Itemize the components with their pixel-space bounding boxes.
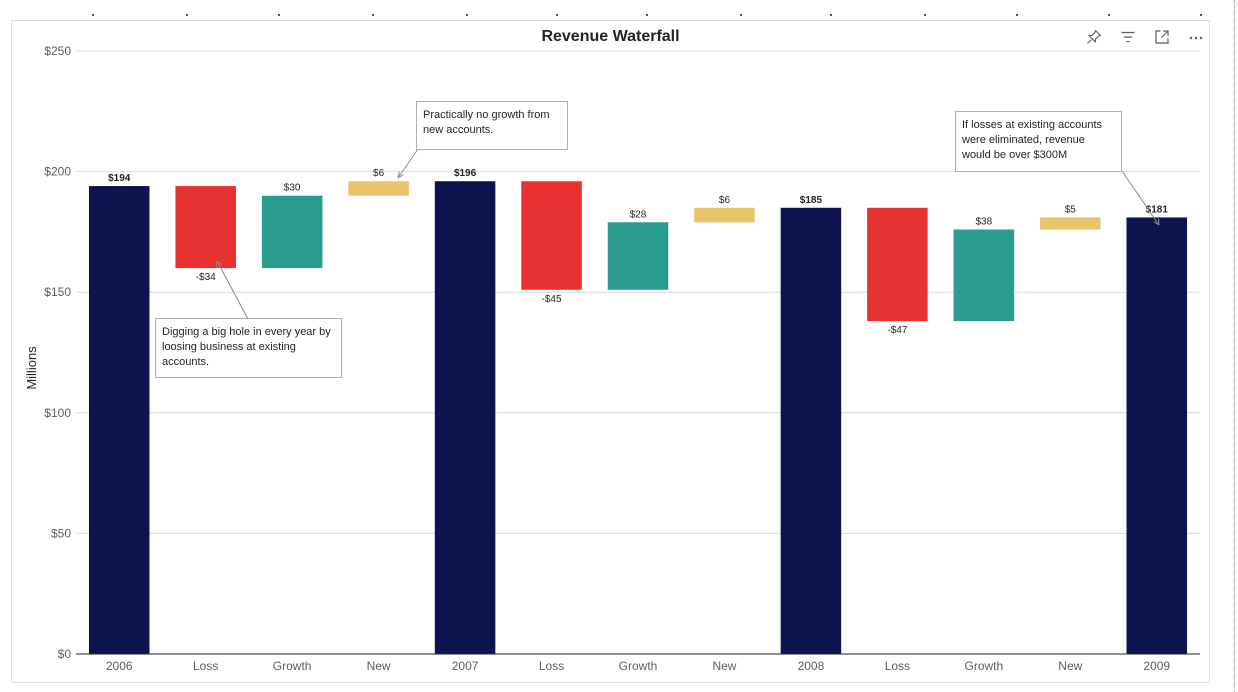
page-boundary-dot xyxy=(1016,14,1018,16)
data-label: $194 xyxy=(108,173,131,184)
x-tick-label: 2006 xyxy=(106,659,133,673)
page-boundary-dot xyxy=(92,14,94,16)
x-tick-label: Loss xyxy=(193,659,218,673)
visual-header-toolbar xyxy=(1084,27,1206,47)
page-boundary-dot xyxy=(646,14,648,16)
more-options-icon[interactable] xyxy=(1186,27,1206,47)
y-axis-ticks: $0 $50 $100 $150 $200 $250 xyxy=(44,44,71,661)
data-label: $185 xyxy=(800,195,823,206)
page-boundary-right xyxy=(1234,0,1237,692)
bar-total xyxy=(1126,217,1188,655)
data-label: $6 xyxy=(373,168,385,179)
x-tick-label: New xyxy=(367,659,391,673)
bar-total xyxy=(780,207,842,654)
y-tick-label: $0 xyxy=(58,647,72,661)
data-labels: $194 -$34 $30 $6 $196 -$45 $28 $6 $185 -$47 $38 $5 $… xyxy=(108,168,1168,336)
filter-icon[interactable] xyxy=(1118,27,1138,47)
data-label: $38 xyxy=(976,216,993,227)
page-boundary-dot xyxy=(372,14,374,16)
chart-title: Revenue Waterfall xyxy=(541,28,680,45)
data-label: -$45 xyxy=(542,294,562,305)
x-tick-label: 2009 xyxy=(1143,659,1170,673)
page-boundary-top xyxy=(0,14,1238,16)
bar-new xyxy=(1040,217,1101,230)
y-axis-label: Millions xyxy=(24,346,39,390)
data-label: -$47 xyxy=(887,325,907,336)
bar-total xyxy=(434,181,496,655)
pin-icon[interactable] xyxy=(1084,27,1104,47)
bars xyxy=(88,181,1188,655)
bar-loss xyxy=(521,181,582,290)
page-boundary-dot xyxy=(556,14,558,16)
x-tick-label: New xyxy=(712,659,736,673)
y-tick-label: $150 xyxy=(44,285,71,299)
bar-total xyxy=(88,186,150,654)
data-label: $181 xyxy=(1146,204,1169,215)
page-boundary-dot xyxy=(1200,14,1202,16)
annotation-arrow-new-growth xyxy=(397,148,419,179)
data-label: $196 xyxy=(454,168,477,179)
x-tick-label: Growth xyxy=(965,659,1004,673)
bar-growth xyxy=(261,195,323,269)
bar-growth xyxy=(607,222,669,290)
y-tick-label: $250 xyxy=(44,44,71,58)
y-tick-label: $50 xyxy=(51,526,71,540)
x-tick-label: New xyxy=(1058,659,1082,673)
annotation-arrows xyxy=(216,148,1160,320)
x-tick-label: 2007 xyxy=(452,659,479,673)
x-tick-label: 2008 xyxy=(798,659,825,673)
data-label: $28 xyxy=(630,209,647,220)
x-tick-label: Loss xyxy=(885,659,910,673)
annotation-arrowhead-revenue xyxy=(1153,218,1160,226)
annotation-arrow-revenue xyxy=(1121,170,1160,226)
page-boundary-dot xyxy=(1108,14,1110,16)
page-boundary-dot xyxy=(740,14,742,16)
focus-mode-icon[interactable] xyxy=(1152,27,1172,47)
bar-new xyxy=(348,181,409,196)
bar-new xyxy=(694,207,755,223)
bar-growth xyxy=(953,229,1015,322)
annotation-arrow-loss xyxy=(216,260,249,320)
y-tick-label: $200 xyxy=(44,165,71,179)
page-boundary-dot xyxy=(278,14,280,16)
data-label: $6 xyxy=(719,195,731,206)
x-tick-label: Growth xyxy=(619,659,658,673)
y-tick-label: $100 xyxy=(44,406,71,420)
annotation-arrowhead-new-growth xyxy=(397,171,404,179)
data-label: -$34 xyxy=(196,272,216,283)
page-boundary-dot xyxy=(924,14,926,16)
x-tick-label: Loss xyxy=(539,659,564,673)
annotation-loss-existing: Digging a big hole in every year by loos… xyxy=(155,318,342,378)
x-axis-ticks: 2006 Loss Growth New 2007 Loss Growth New 2008 Lo… xyxy=(106,659,1171,673)
bar-loss xyxy=(175,186,236,269)
annotation-new-accounts: Practically no growth from new accounts. xyxy=(416,101,568,150)
x-tick-label: Growth xyxy=(273,659,312,673)
page-boundary-dot xyxy=(466,14,468,16)
annotation-eliminate-losses: If losses at existing accounts were elim… xyxy=(955,111,1122,172)
annotation-arrowhead-loss xyxy=(216,260,223,268)
data-label: $30 xyxy=(284,183,301,194)
page-boundary-dot xyxy=(186,14,188,16)
page-boundary-dot xyxy=(830,14,832,16)
data-label: $5 xyxy=(1065,204,1077,215)
bar-loss xyxy=(867,207,928,322)
